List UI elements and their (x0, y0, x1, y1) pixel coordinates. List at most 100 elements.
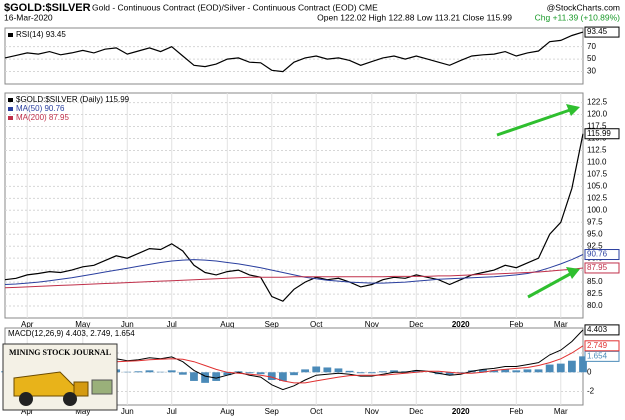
legend-entry: $GOLD:$SILVER (Daily) 115.99 (16, 95, 130, 104)
end-label-box (584, 128, 620, 140)
histogram-bar (567, 360, 576, 373)
histogram-bar (245, 372, 254, 374)
y-tick-label: 120.0 (587, 110, 608, 119)
end-label: 115.99 (587, 129, 611, 138)
description: Gold - Continuous Contract (EOD)/Silver … (92, 2, 378, 12)
legend-swatch (8, 33, 13, 37)
arrow-shaft (496, 108, 571, 137)
histogram-bar (356, 372, 365, 374)
histogram-bar (301, 369, 310, 373)
legend-entry: MA(50) 90.76 (16, 104, 65, 113)
symbol: $GOLD:$SILVER (4, 2, 91, 14)
histogram-bar (401, 371, 410, 373)
end-label: 90.76 (587, 250, 608, 259)
x-tick-label: Dec (409, 407, 423, 416)
histogram-bar (523, 369, 532, 373)
histogram-bar (256, 372, 265, 375)
histogram-bar (278, 372, 287, 381)
arrow-head (566, 104, 580, 116)
series-line (4, 254, 584, 285)
y-tick-label: 112.5 (587, 146, 607, 155)
series-line (4, 133, 584, 302)
y-tick-label: 105.0 (587, 181, 608, 190)
x-tick-label: Feb (509, 407, 523, 416)
x-tick-label: Sep (265, 320, 280, 329)
source: @StockCharts.com (547, 2, 620, 12)
histogram-bar (190, 372, 198, 381)
histogram-bar (223, 372, 232, 376)
end-label: 4.403 (587, 325, 608, 334)
series-line (4, 267, 584, 289)
wheel (63, 392, 77, 406)
end-label-box (584, 350, 620, 362)
end-label-box (584, 324, 620, 336)
x-tick-label: Apr (21, 407, 34, 416)
x-tick-label: 2020 (452, 407, 470, 416)
y-tick-label: 30 (587, 67, 596, 76)
y-tick-label: 82.5 (587, 289, 603, 298)
arrow-shaft (527, 272, 571, 299)
histogram-bar (267, 372, 276, 380)
histogram-bar (290, 372, 298, 376)
histogram-bar (134, 371, 143, 373)
histogram-bar (178, 372, 187, 375)
histogram-bar (556, 363, 565, 373)
x-tick-label: 2020 (452, 320, 470, 329)
histogram-bar (390, 370, 398, 373)
y-tick-label: 50 (587, 54, 596, 63)
legend-entry: RSI(14) 93.45 (16, 30, 66, 39)
truck-cab (73, 381, 89, 397)
y-tick-label: 97.5 (587, 217, 603, 226)
x-tick-label: Jul (167, 320, 177, 329)
end-label: 93.45 (587, 27, 608, 36)
x-tick-label: Nov (365, 320, 379, 329)
y-tick-label: 70 (587, 42, 596, 51)
histogram-bar (379, 371, 387, 373)
x-tick-label: Jun (121, 407, 134, 416)
x-tick-label: May (75, 407, 90, 416)
x-tick-label: Dec (409, 320, 423, 329)
panel-frame (4, 27, 584, 85)
x-tick-label: Oct (310, 407, 323, 416)
legend-entry: MA(200) 87.95 (16, 113, 69, 122)
histogram-bar (501, 369, 510, 373)
end-label-box (584, 340, 620, 352)
histogram-bar (323, 367, 332, 373)
x-tick-label: Nov (365, 407, 379, 416)
y-tick-label: 100.0 (587, 205, 608, 214)
legend-swatch (8, 98, 13, 102)
x-tick-label: Sep (265, 407, 280, 416)
y-tick-label: 95.0 (587, 229, 603, 238)
end-label-box (584, 249, 620, 261)
histogram-bar (479, 369, 487, 373)
histogram-bar (212, 372, 221, 381)
date: 16-Mar-2020 (4, 12, 53, 22)
x-tick-label: Aug (220, 407, 234, 416)
y-tick-label: 92.5 (587, 241, 603, 250)
y-tick-label: 80.0 (587, 301, 603, 310)
histogram-bar (545, 364, 554, 373)
x-tick-label: Apr (21, 320, 34, 329)
logo: MINING STOCK JOURNAL (2, 343, 118, 411)
logo-text: MINING STOCK JOURNAL (9, 348, 111, 357)
y-tick-label: 102.5 (587, 193, 608, 202)
x-tick-label: Aug (220, 320, 234, 329)
y-tick-label: 0 (587, 367, 592, 376)
panel-frame (4, 92, 584, 319)
quote: Open 122.02 High 122.88 Low 113.21 Close… (317, 12, 512, 22)
y-tick-label: -2 (587, 387, 595, 396)
histogram-bar (490, 370, 498, 373)
x-tick-label: Mar (554, 320, 568, 329)
panel-title: MACD(12,26,9) 4.403, 2.749, 1.654 (8, 329, 135, 338)
end-label: 87.95 (587, 263, 608, 272)
y-tick-label: 85.0 (587, 277, 603, 286)
x-tick-label: Mar (554, 407, 568, 416)
series-line (4, 31, 584, 73)
x-tick-label: Jun (121, 320, 134, 329)
end-label-box (584, 26, 620, 38)
x-tick-label: Oct (310, 320, 323, 329)
histogram-bar (579, 356, 587, 373)
y-tick-label: 107.5 (587, 169, 608, 178)
end-label: 1.654 (587, 351, 608, 360)
